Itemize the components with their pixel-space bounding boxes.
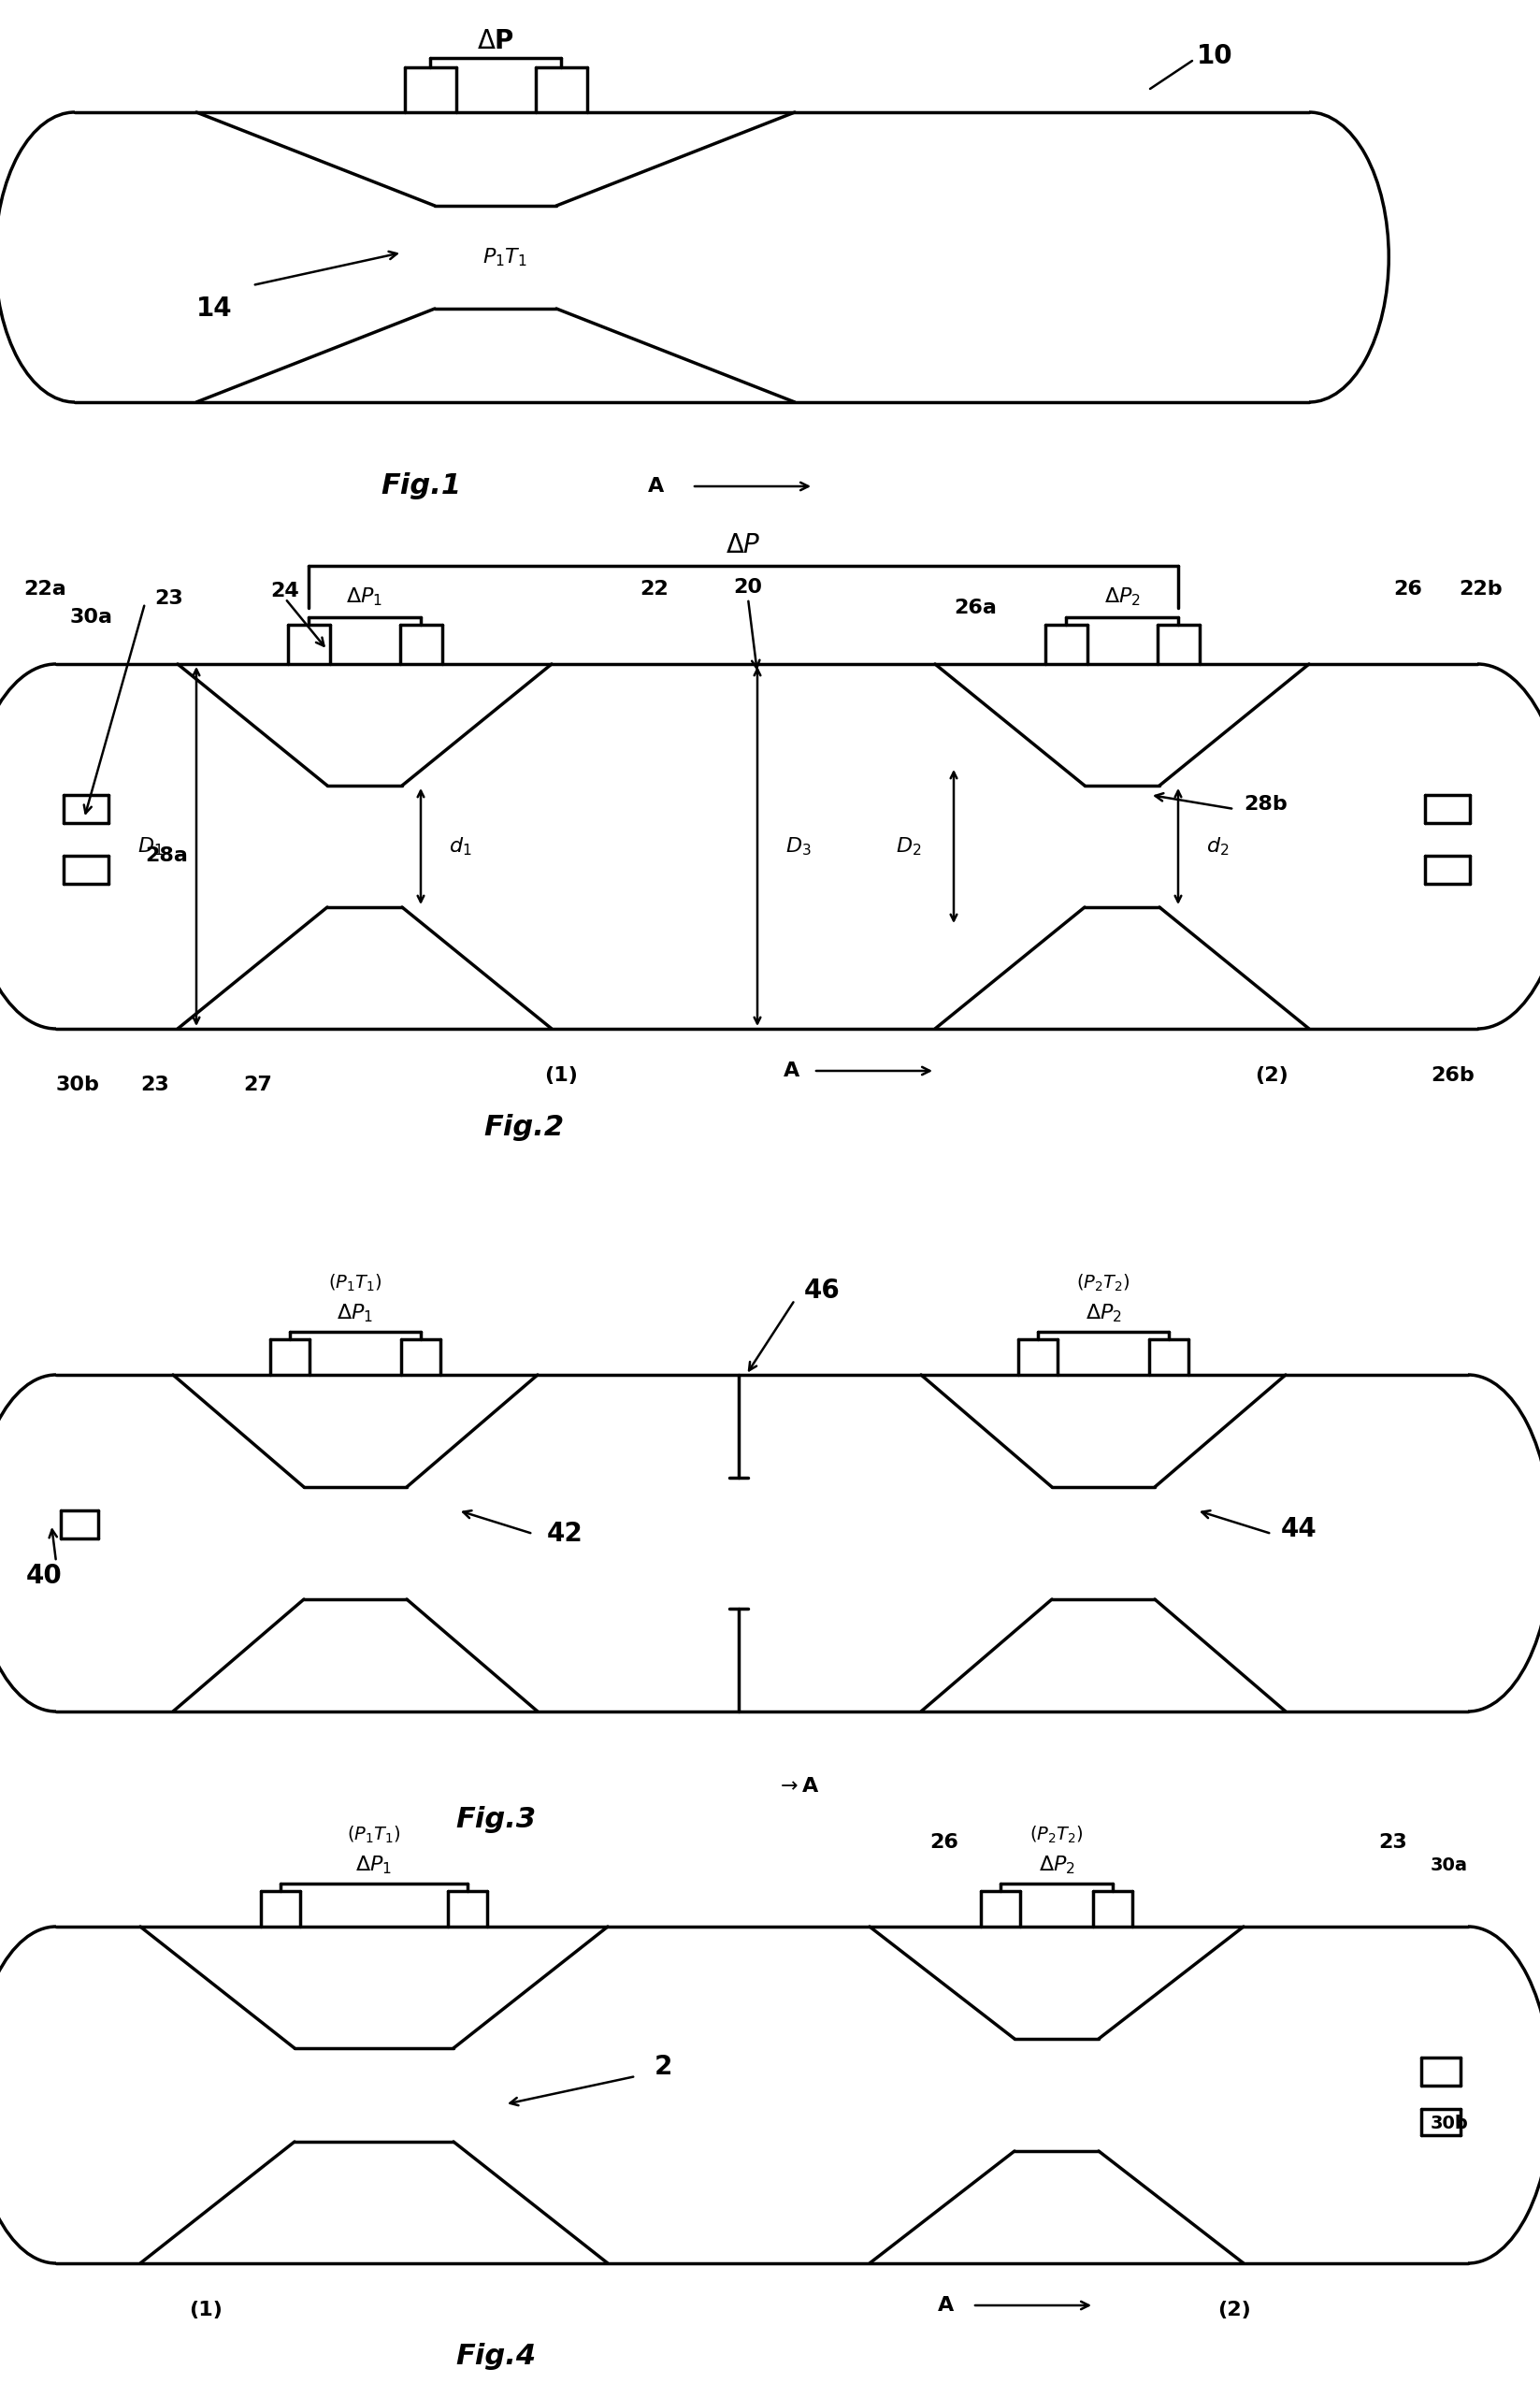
Text: A: A: [648, 477, 664, 496]
Text: (2): (2): [1218, 2300, 1250, 2319]
Text: (2): (2): [1255, 1065, 1289, 1084]
Text: 40: 40: [26, 1563, 63, 1589]
Text: 26b: 26b: [1431, 1065, 1474, 1084]
Text: (1): (1): [189, 2300, 222, 2319]
Text: $\Delta P$: $\Delta P$: [725, 531, 761, 558]
Text: 28b: 28b: [1244, 796, 1287, 813]
Text: $\Delta P_2$: $\Delta P_2$: [1104, 586, 1140, 608]
Text: 26: 26: [1394, 579, 1421, 598]
Text: $\Delta P_2$: $\Delta P_2$: [1086, 1301, 1121, 1325]
Text: 23: 23: [1378, 1833, 1408, 1852]
Text: $(P_1T_1)$: $(P_1T_1)$: [346, 1825, 400, 1844]
Text: $P_1T_1$: $P_1T_1$: [482, 245, 527, 269]
Text: 30b: 30b: [1431, 2114, 1469, 2133]
Text: Fig.1: Fig.1: [380, 472, 460, 500]
Text: 22: 22: [641, 579, 668, 598]
Text: A: A: [938, 2297, 953, 2314]
Text: $D_3$: $D_3$: [785, 836, 812, 858]
Text: $D_1$: $D_1$: [139, 836, 163, 858]
Text: $(P_1T_1)$: $(P_1T_1)$: [328, 1273, 382, 1294]
Text: A: A: [784, 1060, 799, 1079]
Text: 22a: 22a: [23, 579, 66, 598]
Text: 42: 42: [547, 1520, 584, 1547]
Text: $d_1$: $d_1$: [448, 836, 471, 858]
Text: 27: 27: [243, 1075, 273, 1094]
Text: 44: 44: [1281, 1516, 1317, 1542]
Text: 24: 24: [271, 581, 300, 601]
Text: 23: 23: [140, 1075, 169, 1094]
Text: $\rightarrow$A: $\rightarrow$A: [776, 1778, 819, 1797]
Text: $\Delta P_1$: $\Delta P_1$: [356, 1854, 393, 1875]
Text: 46: 46: [804, 1277, 841, 1304]
Text: (1): (1): [544, 1065, 578, 1084]
Text: 28a: 28a: [145, 846, 188, 865]
Text: $(P_2T_2)$: $(P_2T_2)$: [1030, 1825, 1084, 1844]
Text: 10: 10: [1197, 43, 1234, 69]
Text: 30b: 30b: [55, 1075, 100, 1094]
Text: 14: 14: [197, 295, 233, 322]
Text: $d_2$: $d_2$: [1206, 836, 1229, 858]
Text: 26: 26: [930, 1833, 959, 1852]
Text: 23: 23: [154, 589, 183, 608]
Text: 2: 2: [654, 2054, 673, 2080]
Text: Fig.3: Fig.3: [456, 1806, 536, 1833]
Text: $\Delta P_2$: $\Delta P_2$: [1038, 1854, 1075, 1875]
Text: $\Delta$P: $\Delta$P: [477, 29, 514, 55]
Text: 26a: 26a: [953, 598, 996, 617]
Text: Fig.2: Fig.2: [484, 1113, 564, 1141]
Text: Fig.4: Fig.4: [456, 2342, 536, 2371]
Text: 30a: 30a: [1431, 1856, 1468, 1875]
Text: $\Delta P_1$: $\Delta P_1$: [346, 586, 383, 608]
Text: $D_2$: $D_2$: [895, 836, 921, 858]
Text: 30a: 30a: [71, 608, 112, 627]
Text: $\Delta P_1$: $\Delta P_1$: [337, 1301, 374, 1325]
Text: $(P_2T_2)$: $(P_2T_2)$: [1076, 1273, 1130, 1294]
Text: 22b: 22b: [1458, 579, 1501, 598]
Text: 20: 20: [733, 579, 762, 596]
